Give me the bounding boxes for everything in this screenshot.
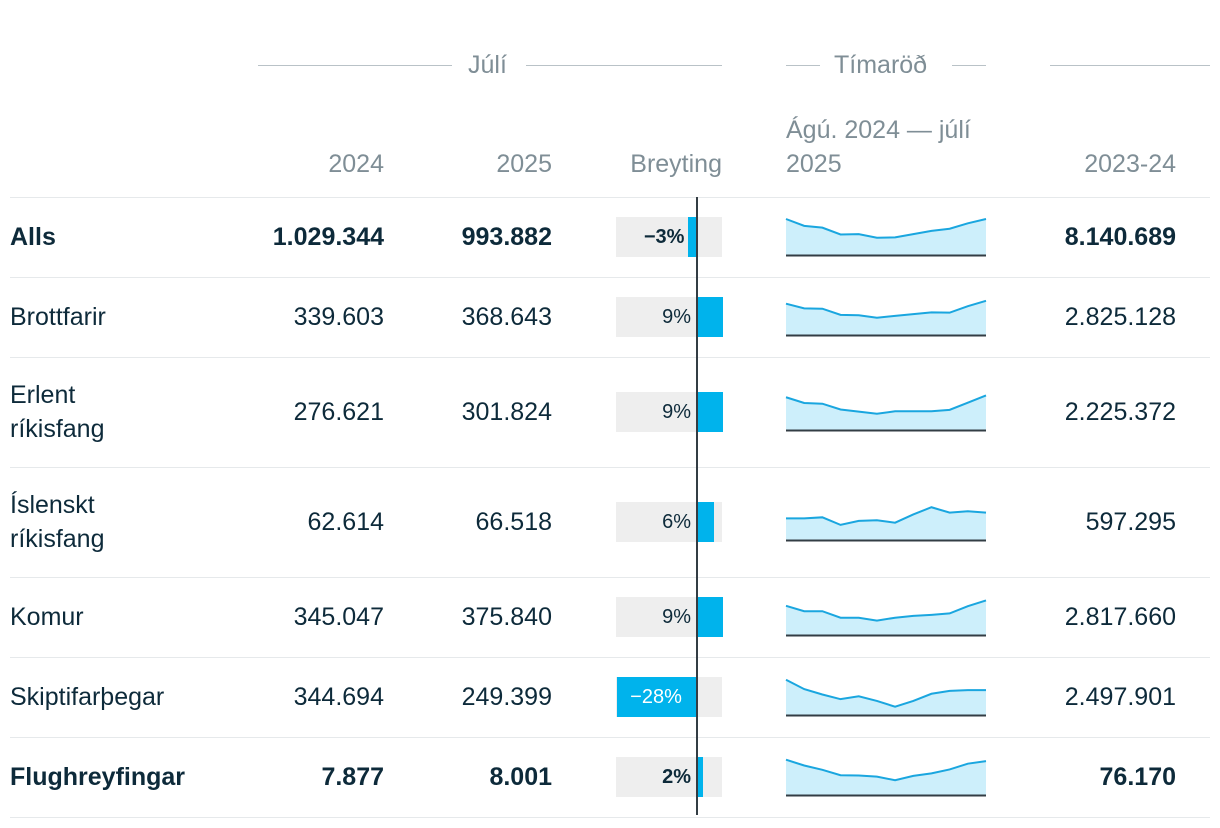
- sparkline-line: [785, 599, 987, 622]
- row-name: Skiptifarþegar: [10, 683, 165, 711]
- sparkline: [785, 299, 987, 337]
- change-label: 9%: [662, 306, 691, 328]
- change-label: −3%: [643, 226, 685, 248]
- row-divider: [10, 197, 1210, 198]
- change-label: 6%: [662, 511, 691, 533]
- sparkline: [785, 394, 987, 432]
- value-2025: 375.840: [461, 603, 552, 631]
- group-header-timeseries: Tímaröð: [786, 50, 986, 80]
- change-bar: [697, 297, 723, 337]
- sparkline-line: [785, 394, 987, 415]
- change-label: 9%: [662, 606, 691, 628]
- value-2024: 339.603: [293, 303, 384, 331]
- change-label: 2%: [662, 766, 691, 788]
- sparkline: [785, 599, 987, 637]
- column-header-series: Ágú. 2024 — júlí 2025: [786, 116, 971, 178]
- group-label-july: Júlí: [468, 51, 507, 79]
- value-2023-24: 76.170: [1099, 763, 1176, 791]
- sparkline-line: [785, 218, 987, 239]
- column-header-2024: 2024: [328, 150, 384, 178]
- value-2024: 1.029.344: [272, 223, 384, 251]
- row-name: Erlent ríkisfang: [10, 381, 105, 443]
- change-zero-line: [696, 197, 698, 815]
- value-2025: 301.824: [461, 398, 552, 426]
- row-name: Flughreyfingar: [10, 763, 186, 791]
- value-2023-24: 2.825.128: [1064, 303, 1176, 331]
- sparkline-area: [786, 759, 986, 795]
- row-divider: [10, 657, 1210, 658]
- sparkline-area: [786, 600, 986, 635]
- value-2024: 276.621: [293, 398, 384, 426]
- sparkline-area: [786, 300, 986, 335]
- sparkline-area: [786, 219, 986, 255]
- sparkline: [785, 678, 986, 717]
- value-2023-24: 2.225.372: [1064, 398, 1176, 426]
- sparkline-line: [786, 506, 987, 526]
- sparkline-line: [785, 678, 986, 708]
- row-divider: [10, 737, 1210, 738]
- value-2024: 7.877: [321, 763, 384, 791]
- sparkline: [785, 218, 987, 257]
- row-divider: [10, 577, 1210, 578]
- row-name: Komur: [10, 603, 84, 631]
- group-header-july: Júlí: [258, 50, 722, 80]
- change-bar-background: [616, 217, 722, 257]
- sparkline-line: [785, 299, 987, 319]
- row-name: Brottfarir: [10, 303, 106, 331]
- value-2023-24: 8.140.689: [1064, 223, 1176, 251]
- sparkline: [786, 506, 987, 542]
- value-2024: 62.614: [307, 508, 384, 536]
- value-2025: 368.643: [461, 303, 552, 331]
- value-2024: 344.694: [293, 683, 384, 711]
- row-divider: [10, 817, 1210, 818]
- value-2025: 8.001: [489, 763, 552, 791]
- group-label-timeseries: Tímaröð: [834, 51, 928, 79]
- value-2023-24: 597.295: [1085, 508, 1176, 536]
- row-divider: [10, 467, 1210, 468]
- row-name: Íslenskt ríkisfang: [10, 491, 105, 553]
- value-2023-24: 2.817.660: [1064, 603, 1176, 631]
- change-bar: [688, 217, 697, 257]
- value-2023-24: 2.497.901: [1064, 683, 1176, 711]
- row-divider: [10, 357, 1210, 358]
- column-header-2023-24: 2023-24: [1084, 150, 1176, 178]
- row-divider: [10, 277, 1210, 278]
- change-bar: [697, 392, 723, 432]
- change-bar: [617, 677, 697, 717]
- sparkline-area: [786, 507, 986, 540]
- column-header-change: Breyting: [630, 150, 722, 178]
- sparkline-line: [785, 758, 987, 782]
- change-bar: [697, 502, 715, 542]
- column-header-2025: 2025: [496, 150, 552, 178]
- change-label: −28%: [630, 686, 682, 708]
- change-label: 9%: [662, 401, 691, 423]
- sparkline-area: [786, 679, 986, 715]
- value-2025: 66.518: [475, 508, 552, 536]
- change-bar: [697, 757, 703, 797]
- change-bar: [697, 597, 723, 637]
- value-2025: 993.882: [461, 223, 552, 251]
- change-bar-background: [616, 757, 722, 797]
- row-name: Alls: [10, 223, 56, 251]
- sparkline: [785, 758, 987, 797]
- group-header-blank: [1050, 50, 1210, 80]
- value-2024: 345.047: [293, 603, 384, 631]
- value-2025: 249.399: [461, 683, 552, 711]
